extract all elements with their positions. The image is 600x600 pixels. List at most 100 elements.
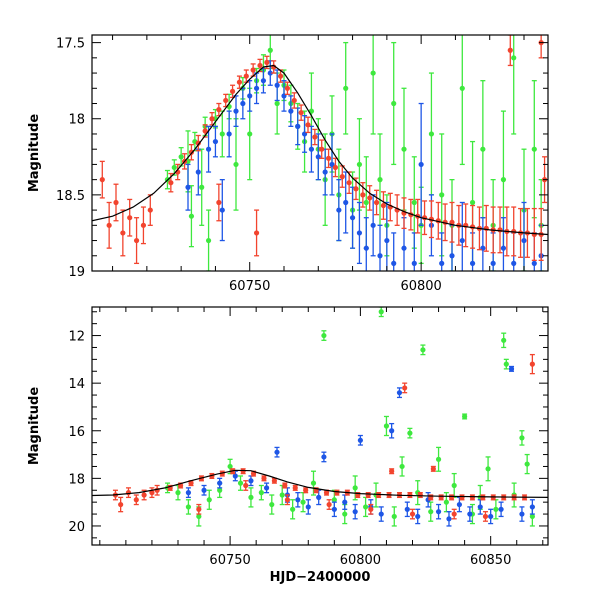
data-point bbox=[284, 85, 291, 91]
data-point bbox=[480, 146, 486, 152]
bottom-red-point bbox=[282, 482, 288, 489]
data-point bbox=[490, 260, 496, 266]
data-point bbox=[389, 468, 395, 474]
data-point bbox=[519, 435, 525, 441]
top-blue-point bbox=[205, 125, 212, 173]
bottom-green-point bbox=[451, 472, 457, 499]
data-point bbox=[292, 485, 298, 491]
data-point bbox=[261, 475, 267, 481]
top-red-point bbox=[120, 209, 126, 257]
bottom-red-point bbox=[365, 491, 371, 499]
data-point bbox=[277, 73, 284, 79]
data-point bbox=[503, 361, 509, 367]
data-point bbox=[274, 100, 280, 107]
x-tick-label: 60750 bbox=[229, 279, 270, 294]
bottom-red-point bbox=[376, 491, 382, 499]
data-point bbox=[459, 494, 465, 500]
data-point bbox=[267, 47, 273, 53]
bottom-green-point bbox=[443, 491, 449, 513]
bottom-red-point bbox=[451, 508, 457, 520]
top-red-point bbox=[106, 201, 112, 249]
top-blue-point bbox=[459, 201, 465, 271]
data-point bbox=[295, 497, 301, 503]
top-red-point bbox=[497, 206, 503, 254]
data-point bbox=[501, 337, 507, 343]
data-point bbox=[298, 110, 304, 116]
data-point bbox=[435, 456, 442, 462]
bottom-blue-point bbox=[519, 506, 525, 522]
bottom-red-point bbox=[326, 499, 332, 510]
data-point bbox=[264, 59, 270, 66]
top-red-point bbox=[140, 206, 147, 245]
data-point bbox=[488, 513, 494, 520]
data-point bbox=[360, 192, 366, 198]
data-point bbox=[497, 227, 503, 233]
data-point bbox=[428, 509, 434, 515]
top-axis-frame bbox=[91, 34, 549, 272]
top-blue-point bbox=[219, 178, 225, 242]
top-red-point bbox=[325, 148, 332, 169]
bottom-red-point bbox=[459, 494, 465, 501]
top-red-point bbox=[195, 134, 201, 152]
top-red-point bbox=[298, 104, 304, 121]
data-point bbox=[508, 366, 515, 372]
bottom-red-point bbox=[480, 494, 486, 501]
data-point bbox=[331, 497, 337, 503]
data-point bbox=[469, 494, 476, 500]
top-blue-point bbox=[356, 201, 363, 265]
top-red-point bbox=[253, 209, 260, 257]
bottom-blue-point bbox=[467, 506, 473, 522]
top-blue-point bbox=[439, 232, 445, 271]
top-green-point bbox=[428, 72, 435, 196]
bottom-green-point bbox=[493, 499, 499, 520]
data-point bbox=[415, 513, 421, 520]
bottom-axis-frame bbox=[91, 306, 549, 546]
bottom-red-point bbox=[448, 494, 455, 501]
data-point bbox=[353, 186, 359, 192]
top-green-point bbox=[511, 35, 517, 135]
bottom-green-point bbox=[428, 501, 434, 522]
top-green-point bbox=[377, 133, 383, 226]
data-point bbox=[396, 390, 403, 396]
data-point bbox=[171, 164, 177, 171]
data-point bbox=[446, 516, 452, 522]
data-point bbox=[439, 260, 445, 266]
bottom-green-point bbox=[175, 484, 181, 501]
top-blue-point bbox=[349, 186, 356, 249]
data-point bbox=[274, 82, 280, 88]
y-tick-label: 20 bbox=[68, 520, 85, 535]
top-red-point bbox=[312, 128, 318, 146]
top-red-point bbox=[531, 207, 537, 261]
data-point bbox=[237, 480, 244, 486]
data-point bbox=[133, 237, 140, 244]
bottom-red-point bbox=[303, 487, 309, 494]
data-point bbox=[288, 108, 294, 114]
data-point bbox=[250, 67, 256, 73]
data-point bbox=[363, 245, 369, 251]
data-point bbox=[377, 253, 383, 259]
data-point bbox=[326, 501, 332, 508]
bottom-red-point bbox=[125, 487, 132, 499]
data-point bbox=[500, 177, 507, 183]
bottom-red-point bbox=[133, 494, 139, 506]
data-point bbox=[524, 461, 530, 467]
data-point bbox=[106, 222, 112, 228]
data-point bbox=[378, 309, 384, 315]
data-point bbox=[370, 222, 376, 228]
top-red-point bbox=[346, 171, 352, 194]
data-point bbox=[323, 490, 330, 496]
top-blue-point bbox=[500, 217, 507, 271]
data-point bbox=[195, 169, 201, 175]
bottom-red-point bbox=[469, 494, 476, 501]
bottom-model-curve bbox=[92, 469, 548, 498]
bottom-blue-point bbox=[263, 482, 270, 494]
data-point bbox=[376, 492, 382, 498]
data-point bbox=[212, 138, 219, 145]
data-point bbox=[391, 260, 397, 266]
bottom-green-point bbox=[290, 499, 296, 520]
bottom-blue-point bbox=[305, 499, 311, 515]
data-point bbox=[529, 361, 535, 367]
data-point bbox=[482, 513, 489, 520]
bottom-blue-point bbox=[389, 422, 395, 439]
data-point bbox=[380, 202, 387, 209]
